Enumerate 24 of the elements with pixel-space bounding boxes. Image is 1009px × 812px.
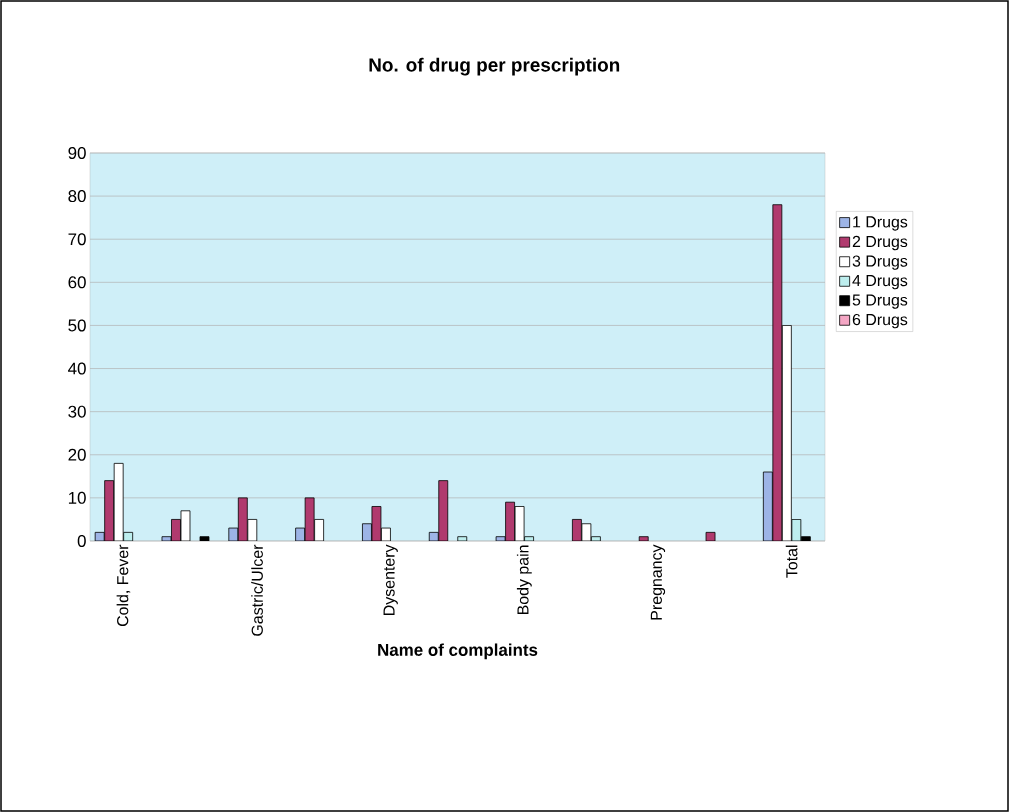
y-tick-label: 10 — [68, 491, 86, 504]
x-tick-label: Total — [785, 545, 798, 578]
y-tick-label: 50 — [68, 319, 86, 332]
legend-label: 3 Drugs — [852, 255, 908, 270]
x-tick-label: Gastric/Ulcer — [251, 544, 263, 636]
x-tick-label: Dysentery — [383, 544, 398, 615]
y-tick-label: 70 — [68, 233, 86, 246]
y-tick-label: 90 — [68, 146, 86, 159]
legend-label: 2 Drugs — [852, 235, 908, 251]
legend-label: 6 Drugs — [852, 313, 908, 329]
legend-label: 4 Drugs — [852, 275, 908, 290]
y-tick-label: 40 — [68, 362, 86, 375]
x-tick-label: Body pain — [516, 545, 532, 615]
legend-label: 1 Drugs — [853, 216, 908, 231]
x-tick-label: Pregnancy — [650, 544, 666, 620]
legend-label: 5 Drugs — [852, 294, 908, 309]
y-tick-label: 0 — [77, 534, 86, 547]
x-axis-title: Name of complaints — [378, 643, 538, 660]
chart-title: No. of drug per prescription — [369, 57, 620, 76]
y-tick-label: 80 — [68, 190, 86, 203]
x-tick-label: Cold, Fever — [116, 544, 131, 627]
y-tick-label: 20 — [68, 448, 86, 461]
y-tick-label: 30 — [68, 405, 86, 418]
y-tick-label: 60 — [68, 276, 86, 289]
